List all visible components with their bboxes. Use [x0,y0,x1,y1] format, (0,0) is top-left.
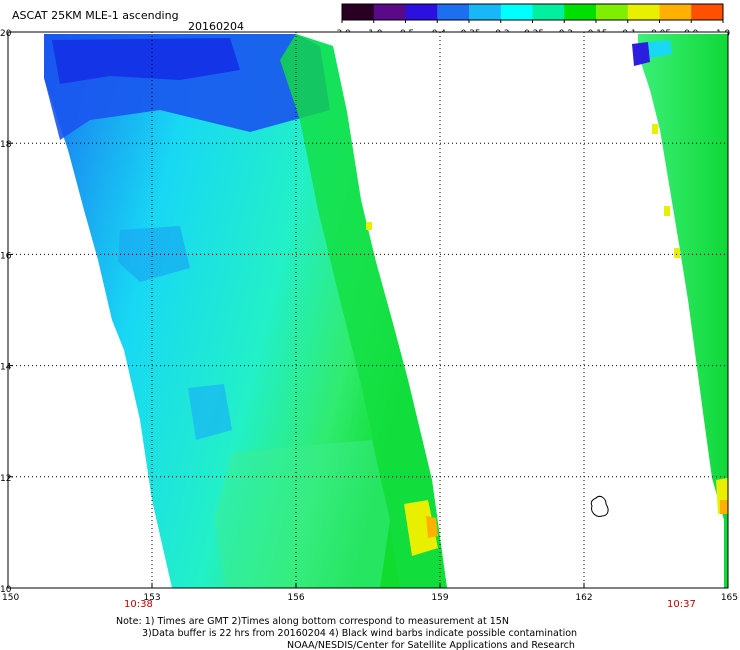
colorbar-segment [342,4,375,20]
right-swath-yellow-pixel-3 [652,124,658,134]
left-swath-yellow-pixel [366,222,372,230]
colorbar-segment [469,4,502,20]
right-swath-yellow-pixel-4 [674,248,680,258]
longitude-label: 156 [287,593,304,603]
longitude-label: 150 [2,593,19,603]
left-swath [44,34,447,588]
left-swath-blue-patch-2 [118,226,190,282]
left-swath-yellow-patch [404,500,438,556]
colorbar-segment [437,4,470,20]
pass-time-left: 10:38 [124,599,153,610]
colorbar-segment [564,4,597,20]
colorbar-segment [373,4,406,20]
left-swath-blue-patch-1 [52,38,240,84]
map-title: ASCAT 25KM MLE-1 ascending [12,9,179,22]
right-swath-orange-pixel [720,500,728,514]
note-line-2: 3)Data buffer is 22 hrs from 20160204 4)… [142,628,577,639]
latitude-label: 16 [0,251,12,261]
right-swath-yellow-pixel-2 [664,206,670,216]
right-swath-blue-patch [632,42,650,66]
colorbar-segment [500,4,533,20]
latitude-axis: 10 12 14 16 18 20 [0,29,13,595]
latitude-label: 14 [0,363,12,373]
left-swath-green-edge [280,34,447,588]
left-swath-blue-patch-3 [188,384,232,440]
colorbar-segment [532,4,565,20]
longitude-label: 153 [143,593,160,603]
latitude-label: 18 [0,140,12,150]
right-swath-cyan-patch [648,40,672,58]
latitude-label: 10 [0,585,12,595]
colorbar-segment [659,4,692,20]
right-swath-fill [638,34,728,588]
note-line-1: Note: 1) Times are GMT 2)Times along bot… [116,616,509,627]
latitude-label: 20 [0,29,12,39]
pass-time-right: 10:37 [667,599,696,610]
map-date: 20160204 [188,20,244,33]
colorbar-segment [691,4,724,20]
right-swath [632,34,728,588]
longitude-axis: 150 153 156 159 162 165 [2,583,738,603]
gridlines [8,32,728,588]
left-swath-bright-green-patch [214,440,390,588]
plot-area [8,32,728,588]
plot-border [7,31,729,589]
longitude-label: 159 [431,593,448,603]
island-outline [590,495,609,517]
latitude-label: 12 [0,474,11,484]
left-swath-orange-patch [426,516,438,538]
colorbar-segment [596,4,629,20]
colorbar-segment [627,4,660,20]
longitude-label: 162 [575,593,592,603]
longitude-label: 165 [721,593,738,603]
note-line-3: NOAA/NESDIS/Center for Satellite Applica… [287,640,575,650]
colorbar-segment [405,4,438,20]
